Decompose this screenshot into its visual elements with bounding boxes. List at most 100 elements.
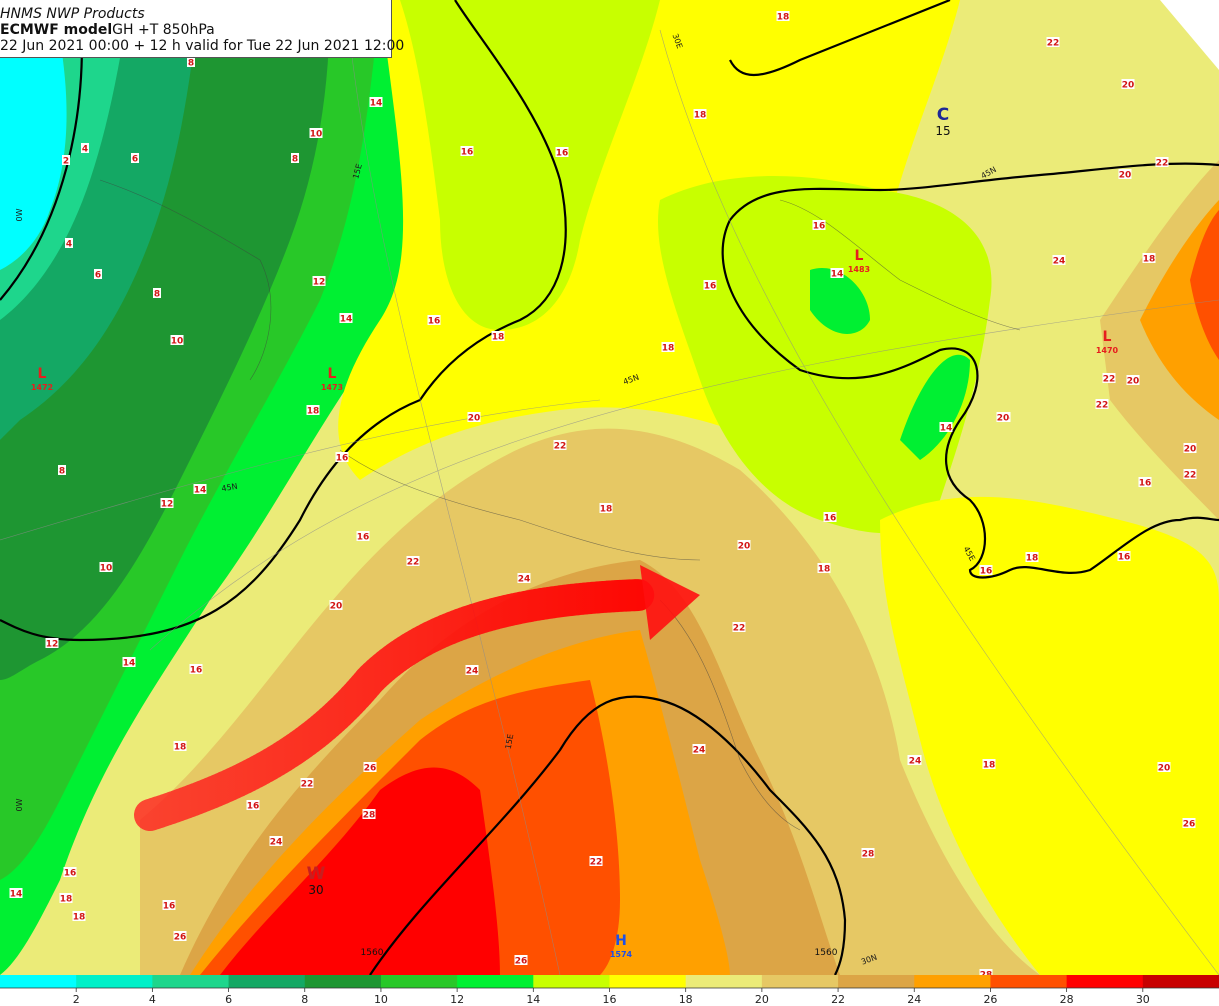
pressure-center-value: 1473 [321, 383, 343, 392]
isotherm-label: 18 [982, 759, 996, 771]
svg-text:12: 12 [313, 278, 326, 288]
colorbar-segment [1066, 975, 1144, 988]
svg-text:18: 18 [818, 565, 831, 575]
svg-text:28: 28 [980, 971, 993, 976]
isotherm-label: 16 [1117, 551, 1131, 563]
title-box: HNMS NWP Products ECMWF modelGH +T 850hP… [0, 0, 404, 58]
isotherm-label: 18 [173, 741, 187, 753]
map-corner [1160, 0, 1219, 70]
isotherm-label: 20 [467, 412, 481, 424]
isotherm-label: 24 [1052, 255, 1066, 267]
isotherm-label: 20 [1118, 169, 1132, 181]
svg-text:20: 20 [997, 414, 1010, 424]
colorbar-tick-label: 4 [149, 993, 156, 1006]
isotherm-label: 14 [939, 422, 953, 434]
colorbar-segment [76, 975, 153, 988]
colorbar-tick-label: 22 [831, 993, 845, 1006]
isotherm-label: 22 [300, 778, 314, 790]
svg-text:24: 24 [909, 757, 922, 767]
isotherm-label: 18 [59, 893, 73, 905]
svg-text:18: 18 [600, 505, 613, 515]
isotherm-label: 16 [1138, 477, 1152, 489]
svg-text:18: 18 [1143, 255, 1156, 265]
colorbar-tick-label: 2 [73, 993, 80, 1006]
temperature-band-14-east-2 [900, 354, 970, 460]
isotherm-label: 8 [153, 288, 161, 300]
pressure-center-letter: H [615, 933, 627, 949]
svg-text:22: 22 [1096, 401, 1109, 411]
parameter-name: GH +T 850hPa [112, 22, 215, 38]
weather-map: 8246810141616181822202264121416181614168… [0, 0, 1219, 975]
isotherm-label: 18 [599, 503, 613, 515]
svg-text:26: 26 [1183, 820, 1196, 830]
pressure-center-value: 1574 [610, 950, 633, 959]
temperature-band-16 [400, 0, 660, 330]
thermal-centers: C15 W30 [307, 105, 951, 897]
svg-text:10: 10 [100, 564, 113, 574]
isotherm-label: 20 [1121, 79, 1135, 91]
isotherm-label: 18 [817, 563, 831, 575]
colorbar-segment [152, 975, 230, 988]
svg-text:16: 16 [190, 666, 203, 676]
isotherm-label: 24 [908, 755, 922, 767]
svg-text:16: 16 [428, 317, 441, 327]
colorbar-segment [914, 975, 991, 988]
isotherm-label: 12 [160, 498, 174, 510]
graticule-label: 0W [15, 208, 24, 221]
svg-text:20: 20 [1127, 377, 1140, 387]
height-contour [0, 0, 567, 642]
isotherm-label: 24 [269, 836, 283, 848]
svg-text:8: 8 [59, 467, 65, 477]
isotherm-label: 16 [555, 147, 569, 159]
colorbar-tick-label: 16 [603, 993, 617, 1006]
graticule-label: 0W [15, 798, 24, 811]
temperature-band-14-east [810, 268, 870, 334]
isotherm-label: 16 [189, 664, 203, 676]
isotherm-label: 22 [1102, 373, 1116, 385]
svg-text:16: 16 [1118, 553, 1131, 563]
coastlines [99, 179, 1021, 831]
model-name: ECMWF model [0, 22, 113, 38]
isotherm-label: 4 [81, 143, 89, 155]
thermal-center-value: 30 [308, 883, 323, 897]
colorbar-segment [304, 975, 382, 988]
isotherm-label: 24 [465, 665, 479, 677]
pressure-center-value: 1483 [848, 265, 870, 274]
isotherm-label: 16 [812, 220, 826, 232]
thermal-center-value: 15 [935, 124, 950, 138]
svg-text:22: 22 [1184, 471, 1197, 481]
isotherm-label: 10 [170, 335, 184, 347]
isotherm-label: 20 [996, 412, 1010, 424]
height-contour-label: 1560 [361, 948, 384, 958]
svg-text:16: 16 [336, 454, 349, 464]
svg-text:12: 12 [46, 640, 59, 650]
isotherm-label: 22 [1095, 399, 1109, 411]
svg-text:16: 16 [980, 567, 993, 577]
svg-text:16: 16 [556, 149, 569, 159]
svg-text:22: 22 [407, 558, 420, 568]
isotherm-label: 20 [1126, 375, 1140, 387]
svg-text:18: 18 [662, 344, 675, 354]
isotherm-label: 18 [693, 109, 707, 121]
isotherm-label: 22 [1046, 37, 1060, 49]
isotherm-label: 14 [122, 657, 136, 669]
isotherm-label: 12 [45, 638, 59, 650]
svg-text:18: 18 [694, 111, 707, 121]
svg-text:24: 24 [1053, 257, 1066, 267]
svg-text:20: 20 [1184, 445, 1197, 455]
isotherm-label: 14 [339, 313, 353, 325]
isotherm-label: 14 [369, 97, 383, 109]
svg-text:10: 10 [171, 337, 184, 347]
isotherm-label: 16 [63, 867, 77, 879]
isotherm-label: 22 [589, 856, 603, 868]
svg-text:16: 16 [1139, 479, 1152, 489]
svg-text:24: 24 [518, 575, 531, 585]
isotherm-label: 16 [979, 565, 993, 577]
svg-text:22: 22 [590, 858, 603, 868]
isotherm-label: 16 [246, 800, 260, 812]
isotherm-label: 8 [291, 153, 299, 165]
products-title: HNMS NWP Products [0, 6, 145, 22]
isotherm-label: 18 [661, 342, 675, 354]
